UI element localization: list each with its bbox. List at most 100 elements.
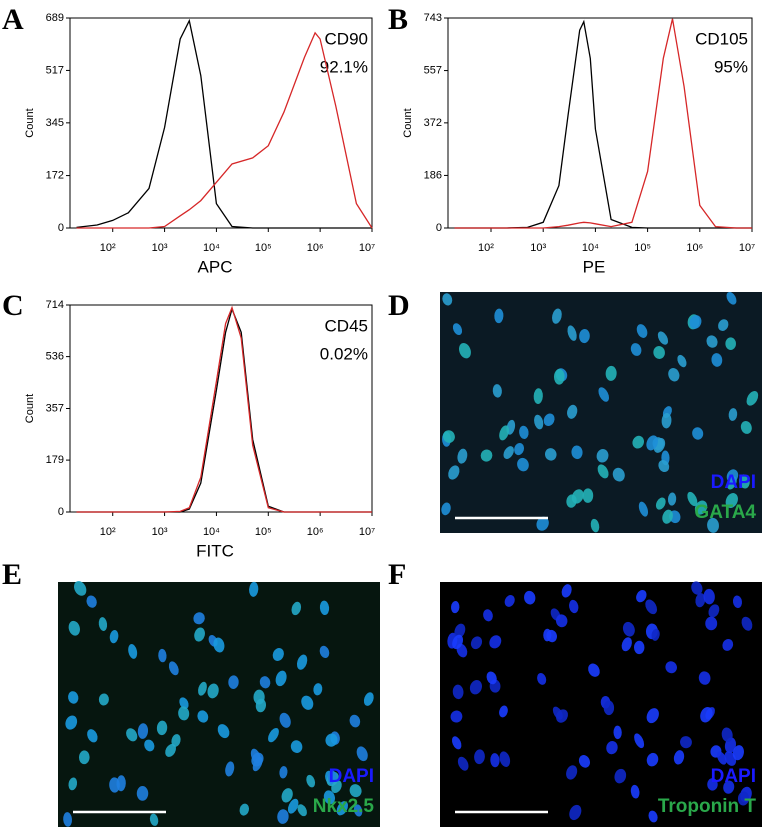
nucleus <box>662 509 673 524</box>
nucleus <box>533 388 543 404</box>
nucleus <box>605 365 617 381</box>
nucleus <box>126 728 138 742</box>
nucleus <box>517 457 529 472</box>
nucleus <box>65 715 78 730</box>
x-tick-label: 10⁷ <box>359 526 375 538</box>
nucleus <box>63 812 73 827</box>
nucleus <box>349 714 361 728</box>
x-tick-label: 10⁵ <box>255 242 272 254</box>
nucleus <box>708 604 720 618</box>
nucleus <box>571 489 584 504</box>
nucleus <box>537 673 547 685</box>
x-tick-label: 10² <box>100 242 116 254</box>
nucleus <box>561 584 572 598</box>
nucleus <box>198 681 207 696</box>
histogram-line <box>454 19 752 229</box>
nucleus <box>655 497 666 510</box>
nucleus <box>68 620 80 636</box>
nucleus <box>578 755 591 768</box>
annotation: 0.02% <box>320 344 368 363</box>
nucleus <box>356 746 368 762</box>
nucleus <box>363 692 374 706</box>
nucleus <box>281 788 293 803</box>
nucleus <box>691 581 703 595</box>
annotation: CD105 <box>695 29 748 48</box>
nucleus <box>658 460 670 473</box>
nucleus <box>325 733 338 747</box>
nucleus <box>277 809 289 824</box>
nucleus <box>452 684 464 700</box>
x-tick-label: 10⁷ <box>359 242 375 254</box>
nucleus <box>598 387 610 402</box>
nucleus <box>698 671 711 685</box>
nucleus <box>483 609 493 622</box>
nucleus <box>179 697 189 710</box>
nucleus <box>740 421 752 434</box>
nucleus <box>569 804 582 821</box>
panel-letter: C <box>2 289 24 322</box>
nucleus <box>514 442 525 456</box>
nucleus <box>596 449 609 463</box>
nucleus <box>213 637 225 653</box>
nucleus <box>259 676 271 689</box>
nucleus <box>566 765 578 780</box>
nucleus <box>469 680 482 695</box>
histogram-line <box>76 307 372 513</box>
histogram-line <box>76 305 372 513</box>
y-axis-label: Count <box>24 108 36 137</box>
nucleus <box>136 786 149 801</box>
nucleus <box>621 637 632 652</box>
stain-label: Troponin T <box>658 796 757 817</box>
nucleus <box>494 308 504 324</box>
nucleus <box>499 425 510 441</box>
nucleus <box>249 581 259 597</box>
nucleus <box>588 663 600 677</box>
nucleus <box>569 599 579 614</box>
nucleus <box>668 367 680 382</box>
nucleus <box>442 430 455 443</box>
nucleus <box>622 621 635 637</box>
nucleus <box>225 761 235 777</box>
nucleus <box>87 729 98 743</box>
nucleus <box>74 581 87 596</box>
y-tick-label: 172 <box>46 169 64 181</box>
nucleus <box>638 501 649 517</box>
nucleus <box>268 727 279 743</box>
nucleus <box>634 733 645 749</box>
nucleus <box>470 636 483 650</box>
nucleus <box>291 601 302 616</box>
y-tick-label: 357 <box>46 402 64 414</box>
nucleus <box>613 725 622 740</box>
nucleus <box>156 720 168 736</box>
nucleus <box>137 723 149 739</box>
x-tick-label: 10⁶ <box>307 242 324 254</box>
x-tick-label: 10⁴ <box>582 242 599 254</box>
stain-label: Nkx2.5 <box>313 796 375 817</box>
nucleus <box>519 425 529 440</box>
x-tick-label: 10⁶ <box>307 526 324 538</box>
nucleus <box>722 638 734 651</box>
nucleus <box>193 612 205 625</box>
nucleus <box>451 601 460 614</box>
nucleus <box>98 617 108 631</box>
annotation: 95% <box>714 57 748 76</box>
nucleus <box>667 492 677 506</box>
nucleus <box>279 766 288 779</box>
nucleus <box>673 750 685 765</box>
nucleus <box>711 353 723 367</box>
nucleus <box>441 502 451 516</box>
nucleus <box>207 683 219 699</box>
nucleus <box>718 319 729 331</box>
nucleus <box>319 645 330 658</box>
x-tick-label: 10⁵ <box>634 242 651 254</box>
nucleus <box>116 775 126 792</box>
y-tick-label: 179 <box>46 454 64 466</box>
nucleus <box>614 768 627 784</box>
nucleus <box>197 710 209 723</box>
nucleus <box>353 804 363 817</box>
stain-label: DAPI <box>329 766 374 787</box>
nucleus <box>646 435 658 451</box>
nucleus <box>695 593 706 608</box>
x-tick-label: 10⁶ <box>686 242 703 254</box>
x-tick-label: 10³ <box>530 242 546 254</box>
